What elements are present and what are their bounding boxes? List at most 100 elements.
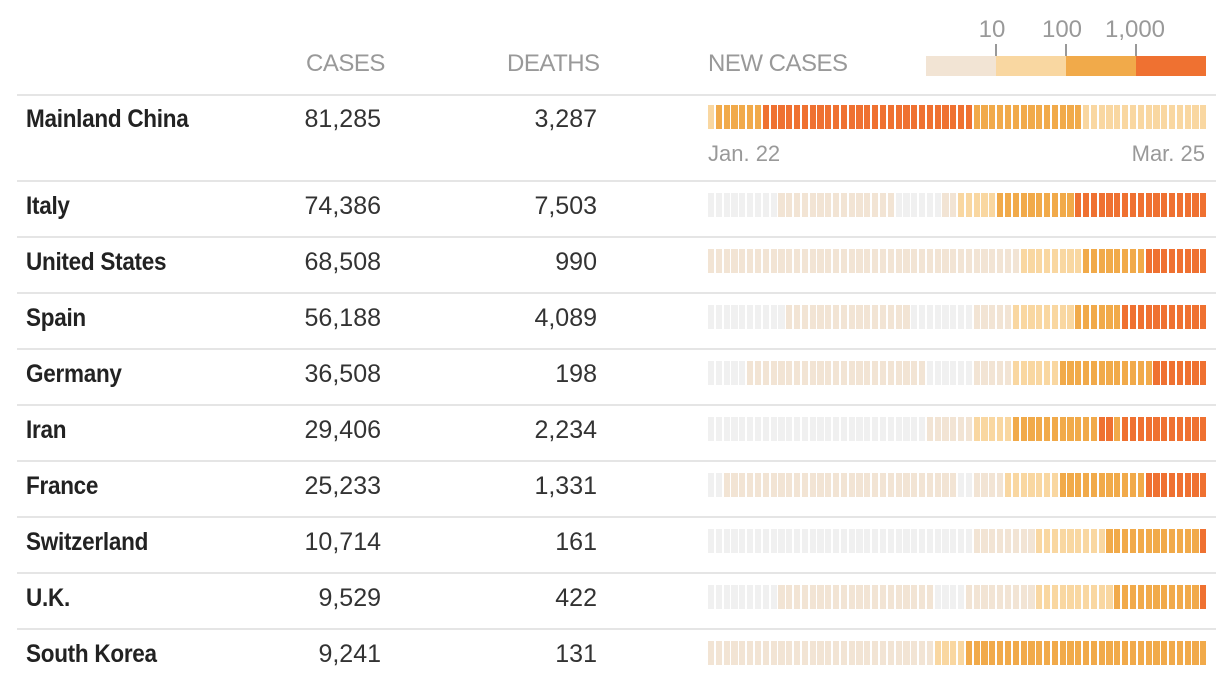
day-cell (840, 585, 848, 609)
day-cell (708, 305, 715, 329)
row-divider (17, 572, 1216, 574)
day-cell (934, 417, 941, 441)
day-cell (1106, 641, 1113, 665)
deaths-value: 7,503 (534, 192, 597, 220)
day-cell (778, 585, 785, 609)
day-cell (1145, 585, 1152, 609)
day-cell (747, 305, 754, 329)
day-cell (1012, 361, 1019, 385)
day-cell (770, 361, 777, 385)
day-cell (1184, 305, 1191, 329)
day-cell (1020, 641, 1027, 665)
day-cell (848, 361, 855, 385)
day-cell (903, 249, 910, 273)
day-cell (926, 641, 933, 665)
day-cell (1153, 473, 1160, 497)
day-cell (1098, 529, 1105, 553)
deaths-value: 3,287 (534, 105, 597, 133)
day-cell (1043, 585, 1051, 609)
day-cell (747, 249, 754, 273)
day-cell (848, 417, 855, 441)
day-cell (1161, 105, 1168, 129)
day-cell (833, 361, 840, 385)
day-cell (989, 361, 996, 385)
day-cell (1083, 361, 1090, 385)
legend-tick-label: 10 (978, 16, 1006, 43)
day-cell (1059, 193, 1066, 217)
day-cell (1043, 361, 1051, 385)
day-cell (864, 193, 871, 217)
day-cell (950, 105, 957, 129)
day-cell (1137, 105, 1144, 129)
day-cell (1184, 249, 1191, 273)
day-cell (708, 585, 715, 609)
day-cell (1075, 417, 1082, 441)
day-cell (715, 305, 723, 329)
day-cell (879, 473, 887, 497)
day-cell (770, 249, 777, 273)
new-cases-strip (708, 641, 1207, 665)
day-cell (778, 361, 785, 385)
day-cell (879, 417, 887, 441)
day-cell (942, 641, 949, 665)
day-cell (1145, 529, 1152, 553)
day-cell (723, 249, 730, 273)
day-cell (965, 305, 973, 329)
day-cell (903, 417, 910, 441)
day-cell (997, 249, 1004, 273)
day-cell (1098, 473, 1105, 497)
day-cell (762, 193, 769, 217)
day-cell (1083, 529, 1090, 553)
day-cell (809, 417, 816, 441)
day-cell (817, 305, 824, 329)
day-cell (1020, 529, 1027, 553)
day-cell (997, 105, 1004, 129)
day-cell (864, 105, 871, 129)
day-cell (848, 193, 855, 217)
day-cell (793, 193, 801, 217)
day-cell (1145, 193, 1152, 217)
day-cell (708, 417, 715, 441)
day-cell (723, 193, 730, 217)
day-cell (1161, 641, 1168, 665)
day-cell (981, 361, 988, 385)
day-cell (934, 305, 941, 329)
day-cell (997, 641, 1004, 665)
day-cell (1192, 361, 1199, 385)
day-cell (1012, 105, 1019, 129)
day-cell (1137, 361, 1144, 385)
legend-swatch-100-1000 (1066, 56, 1136, 76)
day-cell (770, 641, 777, 665)
day-cell (926, 473, 933, 497)
day-cell (762, 105, 769, 129)
day-cell (1153, 641, 1160, 665)
day-cell (1012, 249, 1019, 273)
legend-swatch-10-100 (996, 56, 1066, 76)
day-cell (1145, 105, 1152, 129)
day-cell (793, 417, 801, 441)
day-cell (1067, 249, 1074, 273)
day-cell (809, 305, 816, 329)
day-cell (887, 361, 894, 385)
day-cell (1004, 585, 1012, 609)
day-cell (1122, 105, 1129, 129)
day-cell (1137, 193, 1144, 217)
day-cell (1043, 193, 1051, 217)
day-cell (872, 417, 879, 441)
day-cell (950, 417, 957, 441)
day-cell (825, 249, 832, 273)
day-cell (981, 305, 988, 329)
legend-tick-label: 1,000 (1104, 16, 1166, 43)
day-cell (1020, 585, 1027, 609)
day-cell (801, 249, 808, 273)
day-cell (1004, 249, 1012, 273)
day-cell (1137, 585, 1144, 609)
day-cell (723, 305, 730, 329)
day-cell (1036, 529, 1043, 553)
day-cell (739, 585, 746, 609)
day-cell (918, 585, 926, 609)
day-cell (840, 641, 848, 665)
day-cell (1059, 641, 1066, 665)
day-cell (926, 105, 933, 129)
day-cell (942, 305, 949, 329)
